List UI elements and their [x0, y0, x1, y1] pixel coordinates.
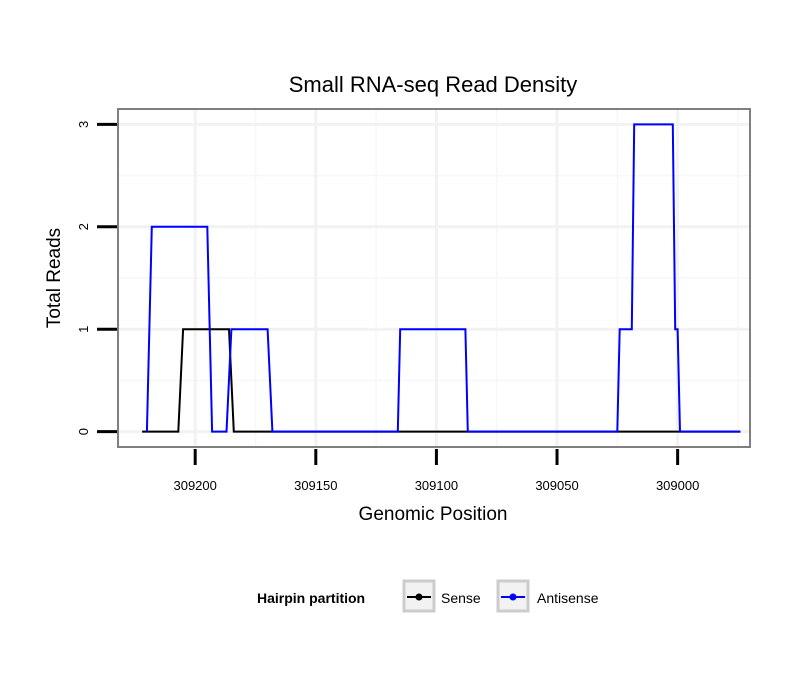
legend-marker-sense [415, 593, 423, 601]
y-tick-label: 0 [76, 428, 91, 435]
legend-marker-antisense [509, 593, 517, 601]
series-line-antisense [145, 123, 741, 433]
x-tick-label: 309150 [294, 478, 337, 493]
x-axis-title: Genomic Position [359, 504, 508, 525]
legend-label-antisense: Antisense [537, 590, 599, 606]
y-axis: 0 1 2 3 [76, 121, 117, 435]
legend-label-sense: Sense [441, 590, 481, 606]
legend: Hairpin partition Sense Antisense [257, 579, 599, 613]
y-tick-label: 2 [76, 223, 91, 230]
legend-item-sense[interactable]: Sense [402, 579, 481, 613]
chart-title: Small RNA-seq Read Density [289, 72, 578, 97]
x-tick-label: 309100 [415, 478, 458, 493]
x-tick-label: 309200 [173, 478, 216, 493]
y-tick-label: 3 [76, 121, 91, 128]
y-tick-label: 1 [76, 326, 91, 333]
legend-title: Hairpin partition [257, 590, 365, 606]
x-tick-label: 309000 [656, 478, 699, 493]
series-layer [142, 123, 741, 433]
plot-border [117, 108, 751, 448]
legend-item-antisense[interactable]: Antisense [496, 579, 599, 613]
x-tick-label: 309050 [535, 478, 578, 493]
x-axis: 309200 309150 309100 309050 309000 [173, 449, 699, 493]
y-axis-title: Total Reads [44, 228, 65, 328]
